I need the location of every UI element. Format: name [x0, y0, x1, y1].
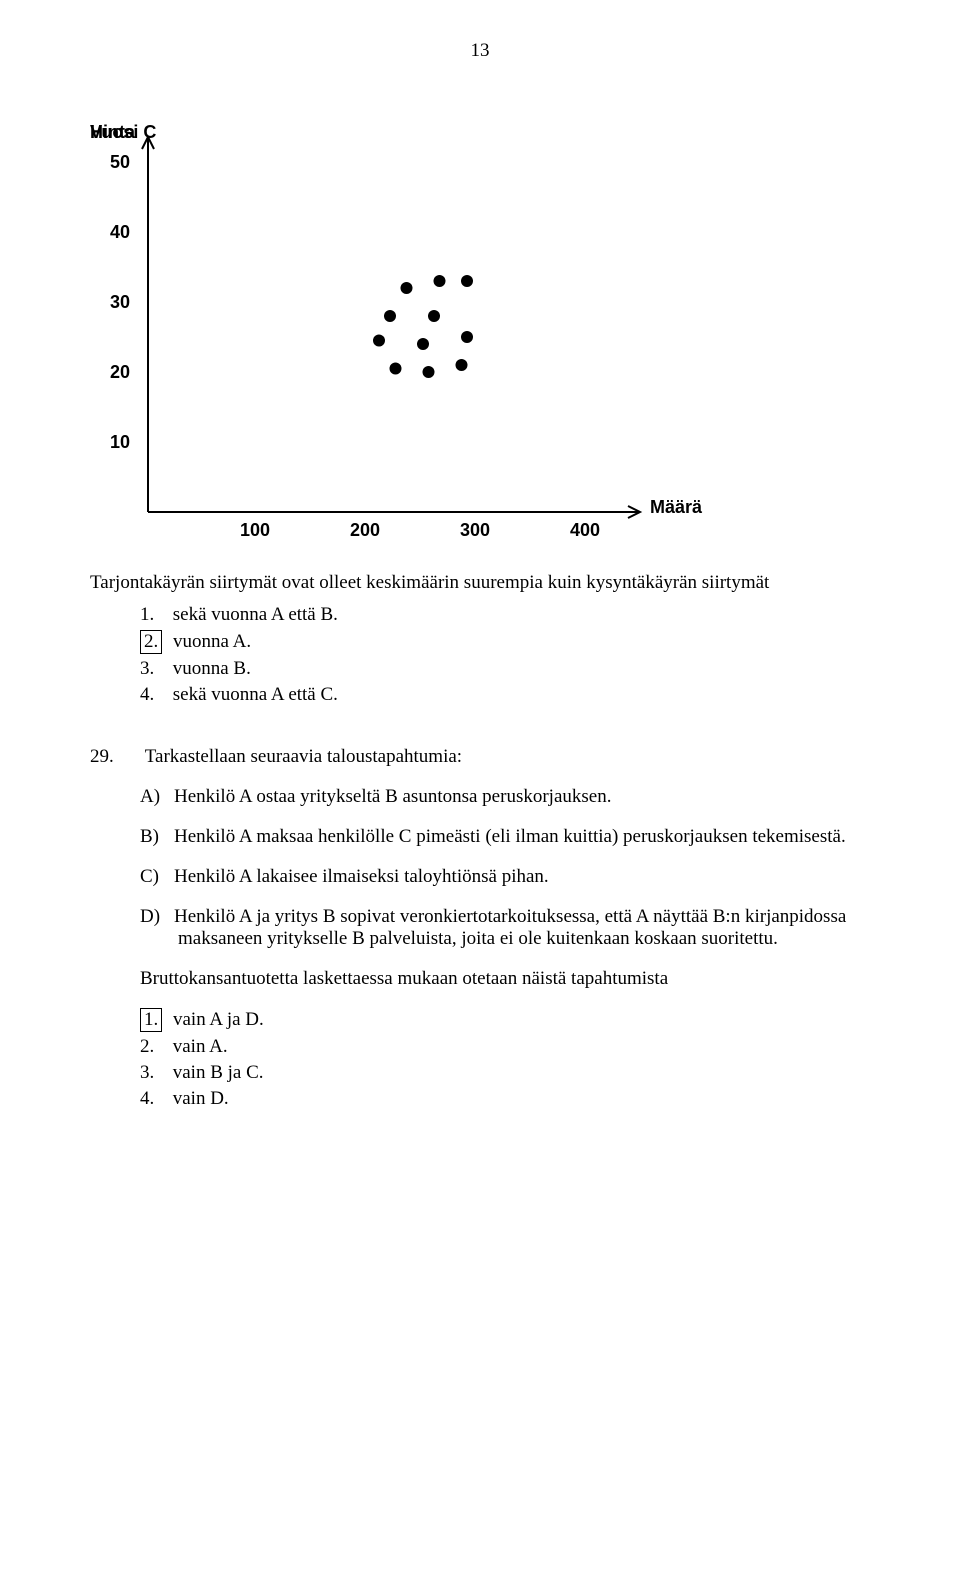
item-letter: A): [140, 786, 174, 808]
item-letter: C): [140, 866, 174, 888]
answer-number: 3.: [140, 658, 168, 680]
answer-option: 3. vain B ja C.: [90, 1062, 870, 1084]
answer-text: vain B ja C.: [168, 1062, 264, 1083]
page-number: 13: [90, 40, 870, 62]
answer-text: sekä vuonna A että C.: [168, 684, 338, 705]
answer-option: 2. vain A.: [90, 1036, 870, 1058]
answer-option: 1. sekä vuonna A että B.: [90, 604, 870, 626]
question-intro: Tarjontakäyrän siirtymät ovat olleet kes…: [90, 572, 810, 594]
answer-list-1: 1. sekä vuonna A että B.2. vuonna A.3. v…: [90, 604, 870, 706]
question-stem: Tarkastellaan seuraavia taloustapahtumia…: [145, 746, 845, 768]
answer-option: 3. vuonna B.: [90, 658, 870, 680]
svg-text:100: 100: [240, 520, 270, 540]
answer-number: 4.: [140, 1088, 168, 1110]
question-number: 29.: [90, 746, 140, 768]
svg-text:40: 40: [110, 222, 130, 242]
answer-number: 3.: [140, 1062, 168, 1084]
document-page: 13 Hinta Vuosi C Määrä 50403020101002003…: [0, 0, 960, 1154]
lettered-item: A)Henkilö A ostaa yritykseltä B asuntons…: [140, 786, 898, 808]
svg-text:200: 200: [350, 520, 380, 540]
svg-text:300: 300: [460, 520, 490, 540]
svg-text:20: 20: [110, 362, 130, 382]
answer-option: 1. vain A ja D.: [90, 1008, 870, 1032]
answer-number: 4.: [140, 684, 168, 706]
answer-list-29: 1. vain A ja D.2. vain A.3. vain B ja C.…: [90, 1008, 870, 1110]
item-text: Henkilö A ostaa yritykseltä B asuntonsa …: [174, 786, 611, 807]
svg-text:400: 400: [570, 520, 600, 540]
item-text: Henkilö A maksaa henkilölle C pimeästi (…: [174, 826, 846, 847]
answer-text: vain D.: [168, 1088, 229, 1109]
q29-prompt: Bruttokansantuotetta laskettaessa mukaan…: [140, 968, 860, 990]
chart-svg: 50 40 30 20 10 100 200 300 400: [90, 82, 730, 542]
answer-option: 4. vain D.: [90, 1088, 870, 1110]
item-text: Henkilö A ja yritys B sopivat veronkiert…: [174, 906, 846, 949]
answer-text: vuonna A.: [168, 631, 251, 652]
answer-number: 2.: [140, 630, 162, 654]
answer-number: 1.: [140, 604, 168, 626]
answer-number: 2.: [140, 1036, 168, 1058]
answer-text: vain A ja D.: [168, 1009, 264, 1030]
answer-text: vain A.: [168, 1036, 228, 1057]
scatter-chart: Hinta Vuosi C Määrä 50403020101002003004…: [90, 82, 730, 542]
answer-option: 4. sekä vuonna A että C.: [90, 684, 870, 706]
item-letter: D): [140, 906, 174, 928]
question-29: 29. Tarkastellaan seuraavia taloustapaht…: [90, 746, 870, 1110]
lettered-item: B)Henkilö A maksaa henkilölle C pimeästi…: [140, 826, 898, 848]
svg-text:50: 50: [110, 152, 130, 172]
item-letter: B): [140, 826, 174, 848]
answer-number: 1.: [140, 1008, 162, 1032]
item-text: Henkilö A lakaisee ilmaiseksi taloyhtiön…: [174, 866, 549, 887]
lettered-item: D)Henkilö A ja yritys B sopivat veronkie…: [140, 906, 898, 950]
lettered-item: C)Henkilö A lakaisee ilmaiseksi taloyhti…: [140, 866, 898, 888]
svg-text:30: 30: [110, 292, 130, 312]
svg-text:10: 10: [110, 432, 130, 452]
q29-lettered-items: A)Henkilö A ostaa yritykseltä B asuntons…: [90, 786, 870, 950]
answer-text: vuonna B.: [168, 658, 251, 679]
answer-text: sekä vuonna A että B.: [168, 604, 338, 625]
answer-option: 2. vuonna A.: [90, 630, 870, 654]
